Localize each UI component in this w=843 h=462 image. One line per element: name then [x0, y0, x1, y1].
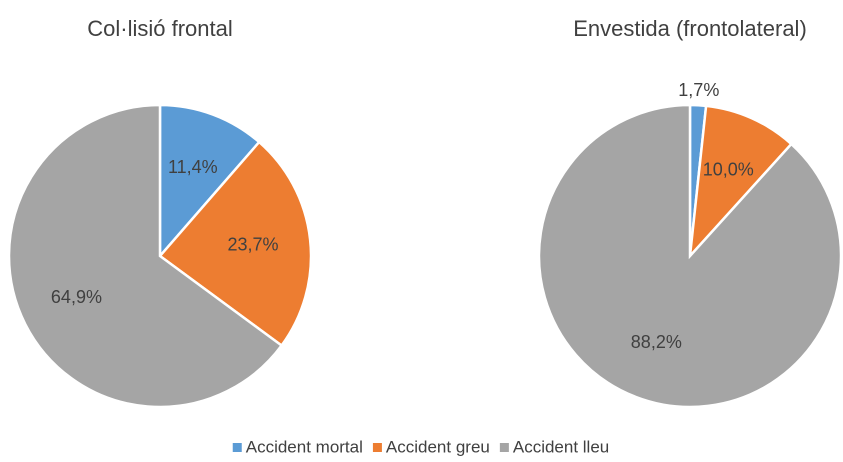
data-label: 23,7% — [228, 234, 279, 254]
data-label: 11,4% — [168, 157, 218, 177]
legend-label: Accident greu — [386, 437, 490, 456]
pie-slice — [7, 103, 284, 409]
legend-swatch — [232, 443, 242, 452]
pie-slice — [158, 140, 313, 348]
data-label: 1,7% — [678, 80, 719, 100]
data-label: 10,0% — [703, 159, 754, 179]
pie-slice — [158, 103, 261, 260]
legend-swatch — [372, 443, 382, 452]
chart-title: Col·lisió frontal — [87, 16, 233, 41]
pie-slice — [688, 104, 794, 260]
data-label: 64,9% — [51, 287, 102, 307]
legend-swatch — [499, 443, 509, 452]
data-label: 88,2% — [631, 332, 682, 352]
legend-label: Accident mortal — [246, 437, 363, 456]
pie-slice — [537, 103, 843, 409]
legend-label: Accident lleu — [513, 437, 609, 456]
chart-title: Envestida (frontolateral) — [573, 16, 807, 41]
